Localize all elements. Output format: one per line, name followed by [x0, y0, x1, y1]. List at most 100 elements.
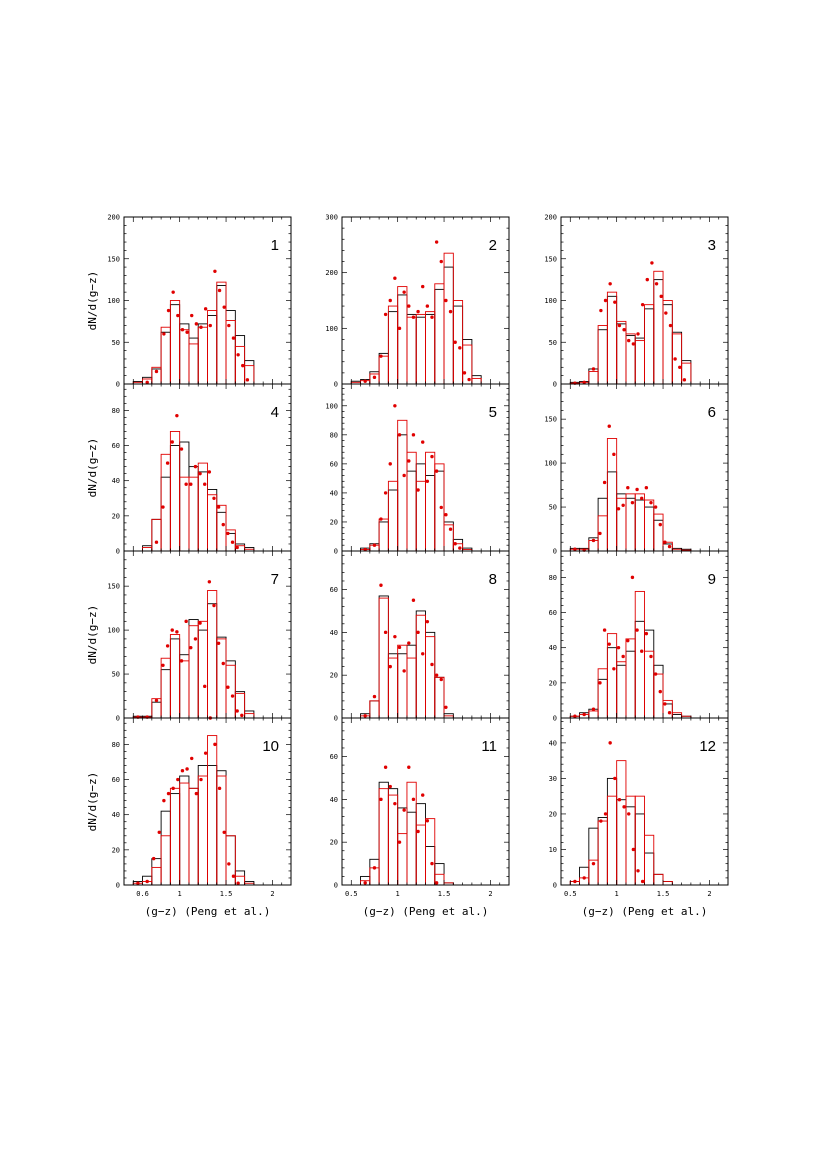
data-point — [444, 512, 448, 517]
model-bar — [644, 650, 655, 719]
observed-bar — [425, 631, 436, 719]
data-point — [193, 464, 198, 469]
data-point — [421, 793, 425, 797]
panel-8: 0 20 40 60 8 — [330, 550, 510, 723]
observed-bar — [378, 352, 389, 385]
data-point — [613, 300, 617, 304]
data-point — [411, 315, 416, 319]
model-bar — [197, 326, 208, 385]
data-point — [203, 751, 208, 755]
observed-bar — [634, 813, 645, 886]
observed-bar — [662, 304, 673, 385]
data-point — [145, 879, 149, 884]
model-bar — [160, 657, 171, 719]
model-bar — [588, 371, 599, 385]
observed-bar — [160, 810, 171, 886]
y-tick-label: 60 — [330, 753, 338, 761]
panel-number: 11 — [481, 738, 497, 755]
data-point — [179, 447, 184, 451]
data-point — [630, 500, 635, 505]
y-tick-label: 40 — [549, 739, 557, 747]
panel-number: 12 — [699, 738, 716, 755]
model-bar — [653, 270, 664, 385]
y-tick-label: 50 — [549, 339, 557, 347]
observed-bar — [369, 858, 380, 886]
data-point — [226, 685, 230, 689]
x-tick-label: 1.5 — [220, 890, 233, 898]
observed-bar — [169, 638, 181, 719]
model-bar — [197, 775, 208, 886]
observed-bar — [644, 629, 655, 719]
data-point — [444, 298, 448, 303]
data-point — [402, 473, 406, 478]
data-point — [170, 440, 174, 444]
observed-bar — [671, 714, 683, 719]
panel-4: 0 20 40 60 80 dN/d(g−z) 4 — [86, 383, 292, 556]
panel-9: 0 20 40 60 80 9 — [549, 550, 729, 723]
data-point — [165, 644, 170, 648]
data-point — [598, 531, 602, 536]
data-point — [591, 861, 596, 866]
data-point — [194, 791, 199, 796]
observed-bar — [597, 497, 608, 552]
model-bar — [425, 636, 436, 719]
model-bar — [597, 820, 608, 886]
model-bar — [179, 476, 190, 552]
y-tick-label: 50 — [549, 504, 557, 512]
data-point — [402, 808, 406, 812]
observed-bar — [452, 305, 464, 385]
x-axis-title: (g−z) (Peng et al.) — [582, 905, 708, 918]
data-point — [602, 480, 607, 485]
data-point — [668, 323, 673, 328]
y-tick-label: 20 — [112, 846, 120, 854]
data-point — [165, 461, 170, 465]
data-point — [199, 777, 203, 782]
observed-bar — [406, 644, 417, 719]
y-tick-label: 300 — [325, 214, 338, 222]
observed-bar — [387, 489, 399, 552]
observed-bar — [197, 629, 208, 719]
y-tick-label: 0 — [553, 715, 557, 723]
observed-bar — [151, 701, 162, 719]
data-point — [383, 312, 388, 317]
data-point — [379, 797, 383, 802]
model-bar — [378, 518, 389, 552]
data-point — [682, 378, 687, 382]
observed-bar — [179, 775, 190, 886]
model-bar — [169, 300, 181, 385]
observed-bar — [406, 470, 417, 552]
model-bar — [606, 633, 618, 719]
data-point — [467, 377, 471, 382]
y-tick-label: 100 — [544, 460, 557, 468]
data-point — [379, 583, 383, 587]
data-point — [673, 357, 677, 361]
observed-bar — [378, 595, 389, 719]
data-point — [208, 323, 212, 328]
y-tick-label: 100 — [107, 627, 120, 635]
data-point — [363, 714, 367, 718]
data-point — [407, 459, 411, 463]
model-bar — [644, 304, 655, 385]
observed-bar — [634, 499, 645, 552]
y-tick-label: 0 — [334, 548, 338, 556]
data-point — [608, 282, 612, 286]
y-tick-label: 200 — [544, 214, 557, 222]
model-bar — [207, 590, 218, 719]
observed-bar — [662, 703, 673, 719]
y-tick-label: 100 — [325, 325, 338, 333]
data-point — [607, 642, 611, 646]
data-point — [162, 332, 166, 336]
model-bar — [169, 787, 181, 886]
model-bar — [653, 513, 664, 552]
x-axis-title: (g−z) (Peng et al.) — [363, 905, 489, 918]
data-point — [573, 547, 577, 551]
data-point — [439, 259, 443, 264]
y-tick-label: 60 — [112, 442, 120, 450]
model-bar — [197, 462, 208, 552]
data-point — [166, 791, 171, 796]
data-point — [363, 881, 367, 885]
panel-5: 0 20 40 60 80 100 5 — [325, 383, 510, 556]
data-point — [667, 711, 672, 715]
observed-bar — [434, 676, 445, 719]
x-tick-label: 0.5 — [345, 890, 358, 898]
